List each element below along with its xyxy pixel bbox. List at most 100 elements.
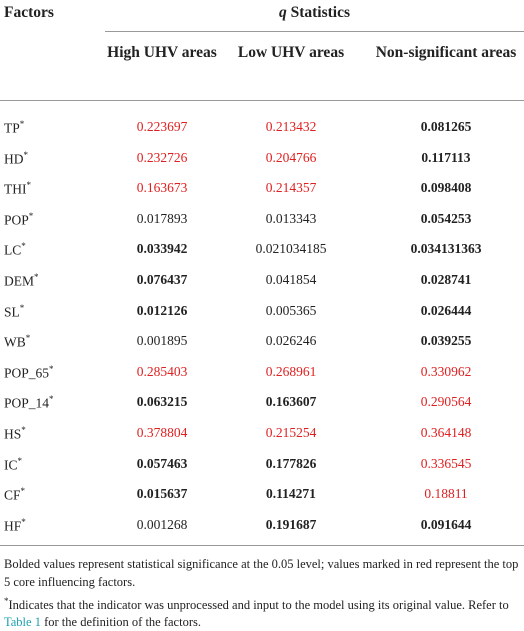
factor: POP* (4, 211, 33, 229)
factor-note: * (23, 149, 29, 160)
cell: 0.098408 (420, 180, 472, 196)
factor: CF* (4, 486, 25, 504)
cell: 0.177826 (265, 455, 317, 471)
cell: 0.268961 (265, 363, 317, 379)
cell: 0.214357 (265, 180, 317, 196)
factor: POP_14* (4, 394, 54, 412)
page: Factors q Statistics Bolded values repre… (0, 4, 524, 629)
factor: POP_65* (4, 364, 54, 382)
rule (0, 545, 524, 546)
factor-note: * (49, 363, 54, 374)
factor-name: WB (4, 334, 26, 350)
cell: 0.18811 (424, 486, 468, 502)
cell: 0.163607 (265, 394, 317, 410)
factor-name: HS (4, 426, 22, 442)
cell: 0.290564 (420, 394, 472, 410)
factor-name: TP (4, 120, 20, 136)
factor: SL* (4, 303, 24, 321)
factor-name: IC (4, 457, 18, 473)
cell: 0.223697 (136, 119, 188, 134)
factor-name: HD (4, 151, 24, 167)
factor-note: * (21, 425, 26, 435)
column-header: Low UHV areas (237, 44, 345, 61)
cell: 0.191687 (265, 516, 317, 532)
factor-note: * (17, 455, 23, 466)
factor-note: * (21, 516, 26, 527)
factor: HS* (4, 425, 26, 443)
factor-note: * (34, 272, 39, 282)
cell: 0.039255 (420, 333, 472, 349)
column-header: High UHV areas (107, 44, 217, 61)
group-italic: q (278, 4, 287, 21)
cell: 0.114271 (266, 486, 316, 502)
factor: THI* (4, 180, 31, 198)
cell: 0.026444 (420, 302, 472, 318)
cell: 0.285403 (136, 363, 188, 379)
cell: 0.026246 (265, 333, 317, 349)
factor-name: CF (4, 487, 21, 503)
factor: DEM* (4, 272, 39, 290)
factor-name: LC (4, 242, 22, 258)
cell: 0.204766 (265, 149, 317, 165)
cell: 0.013343 (265, 210, 317, 226)
cell: 0.012126 (136, 302, 188, 318)
cell: 0.005365 (265, 302, 317, 318)
cell: 0.213432 (265, 119, 317, 134)
factor: HD* (4, 150, 28, 168)
factor: LC* (4, 241, 26, 259)
rule (105, 31, 524, 32)
factor-name: THI (4, 181, 27, 197)
cell: 0.017893 (136, 210, 188, 226)
cell: 0.015637 (136, 486, 188, 502)
cell: 0.041854 (265, 272, 317, 287)
cell: 0.076437 (136, 272, 188, 287)
cell: 0.001268 (136, 516, 188, 532)
cell: 0.063215 (136, 394, 188, 410)
factor-note: * (21, 241, 26, 252)
cell: 0.117113 (421, 149, 471, 165)
cell: 0.028741 (420, 272, 472, 287)
factor-name: HF (4, 518, 22, 534)
factor-name: POP (4, 212, 29, 228)
footnote: Bolded values represent statistical sign… (4, 557, 519, 589)
table-link[interactable]: Table 1 (4, 615, 41, 630)
factor: IC* (4, 456, 22, 474)
group-header: q Statistics (105, 4, 524, 22)
factor-name: DEM (4, 273, 34, 289)
factor-note: * (28, 210, 34, 221)
cell: 0.215254 (265, 425, 317, 440)
factor-name: SL (4, 304, 20, 320)
factor-name: POP_65 (4, 365, 50, 381)
factors-header: Factors (4, 4, 54, 21)
rule (0, 100, 524, 101)
cell: 0.033942 (136, 241, 188, 257)
cell: 0.057463 (136, 455, 188, 471)
factor-note: * (25, 333, 31, 344)
footnote: *Indicates that the indicator was unproc… (4, 593, 520, 631)
cell: 0.336545 (420, 455, 472, 471)
factor: WB* (4, 333, 30, 351)
footnote-text: for the definition of the factors. (40, 615, 201, 630)
factor: HF* (4, 517, 26, 535)
group-text: Statistics (286, 4, 351, 21)
column-header: Non-significant areas (375, 44, 517, 61)
factor-note: * (19, 302, 25, 313)
cell: 0.232726 (136, 149, 188, 165)
factor-note: * (19, 119, 25, 129)
cell: 0.330962 (420, 363, 472, 379)
factor-note: * (49, 394, 54, 405)
factor-note: * (20, 486, 26, 497)
cell: 0.163673 (136, 180, 188, 196)
cell: 0.001895 (136, 333, 188, 349)
cell: 0.091644 (420, 516, 472, 532)
cell: 0.081265 (420, 119, 472, 134)
footnote-mark: * (4, 596, 9, 606)
factor-note: * (26, 180, 32, 191)
factor: TP* (4, 119, 24, 137)
cell: 0.034131363 (410, 241, 482, 257)
cell: 0.364148 (420, 425, 472, 440)
cell: 0.054253 (420, 210, 472, 226)
cell: 0.378804 (136, 425, 188, 440)
footnote-text: Indicates that the indicator was unproce… (8, 598, 509, 613)
factor-name: POP_14 (4, 395, 50, 411)
